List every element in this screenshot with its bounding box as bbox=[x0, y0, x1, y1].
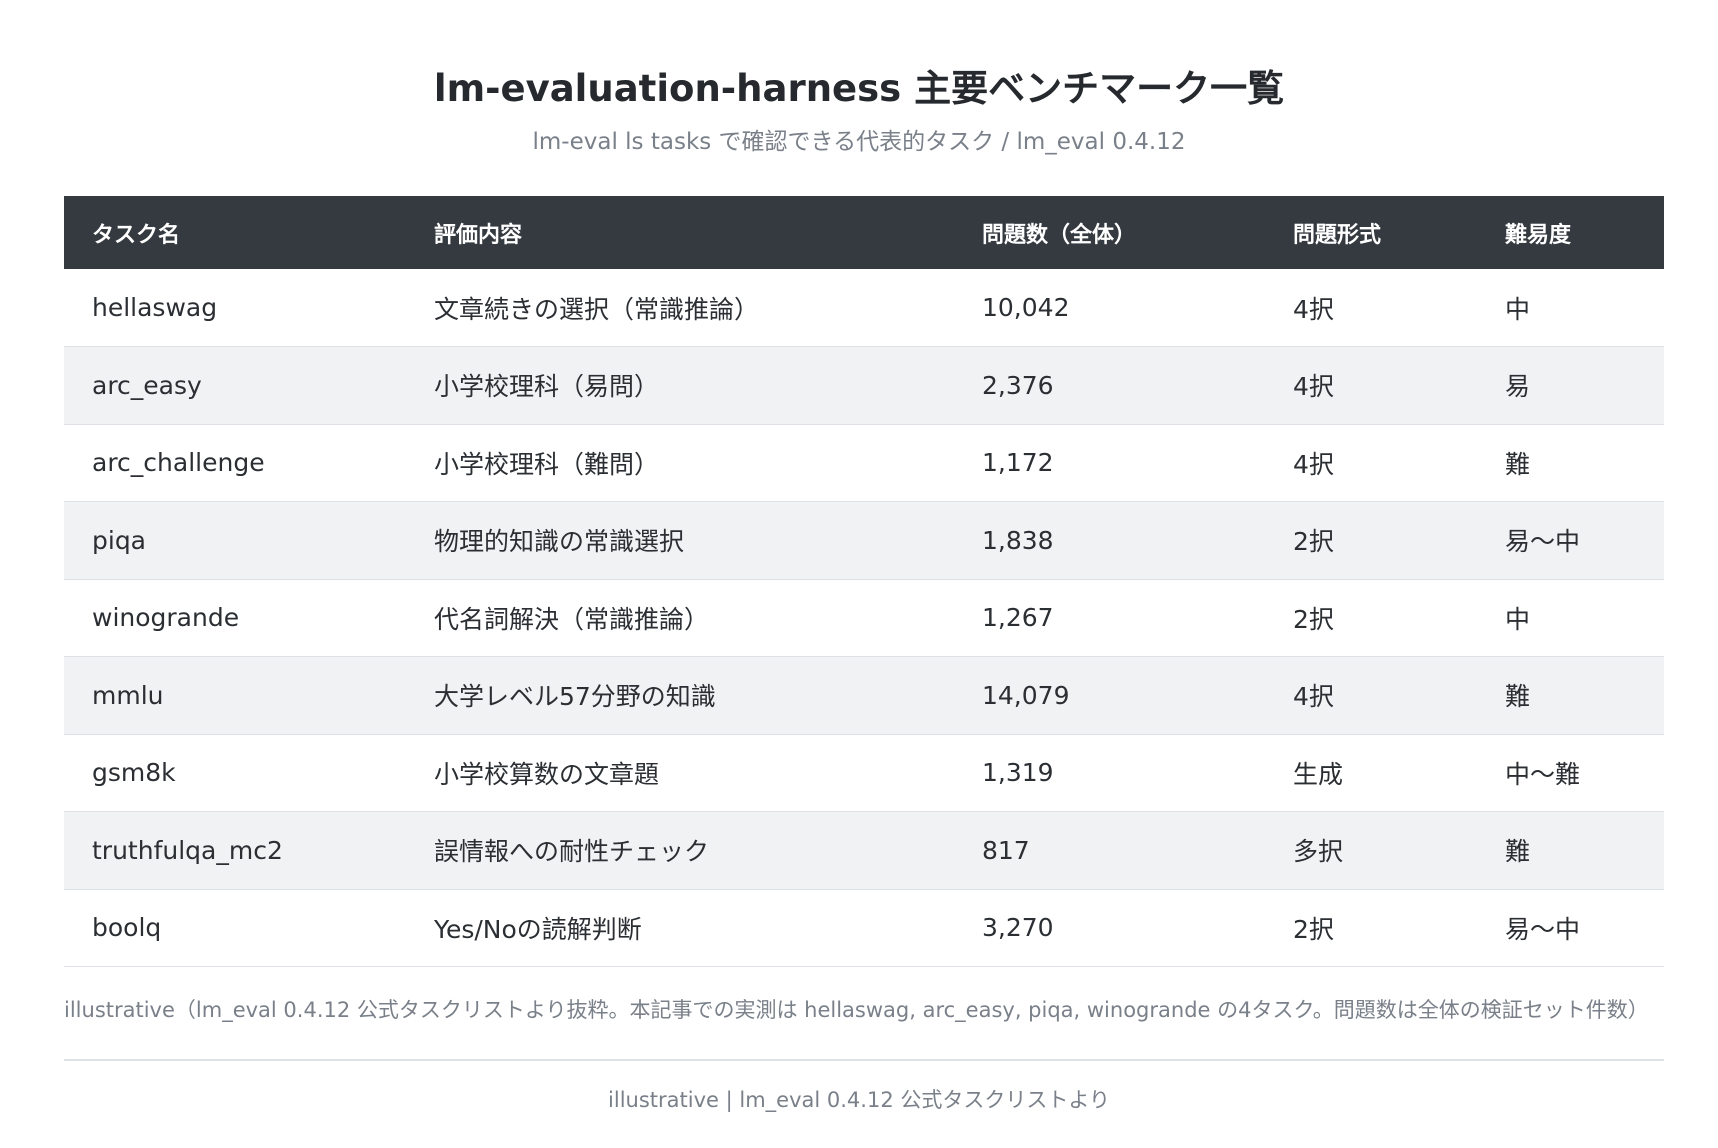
cell-description: 物理的知識の常識選択 bbox=[434, 527, 685, 557]
cell-count: 10,042 bbox=[982, 293, 1070, 322]
cell-format: 2択 bbox=[1293, 604, 1334, 634]
cell-count: 1,838 bbox=[982, 525, 1054, 555]
cell-task: mmlu bbox=[92, 680, 164, 710]
column-header-description: 評価内容 bbox=[434, 222, 523, 248]
page-subtitle: lm-eval ls tasks で確認できる代表的タスク / lm_eval … bbox=[532, 129, 1186, 155]
cell-description: 小学校理科（難問） bbox=[434, 449, 660, 479]
footer-divider bbox=[64, 1059, 1664, 1061]
cell-count: 817 bbox=[982, 835, 1030, 865]
cell-task: arc_easy bbox=[92, 370, 202, 400]
table-row: truthfulqa_mc2 誤情報への耐性チェック 817 多択 難 bbox=[64, 811, 1664, 889]
cell-format: 生成 bbox=[1293, 759, 1344, 789]
cell-description: 文章続きの選択（常識推論） bbox=[434, 294, 760, 324]
table-row: hellaswag 文章続きの選択（常識推論） 10,042 4択 中 bbox=[64, 269, 1664, 347]
cell-format: 4択 bbox=[1293, 294, 1334, 324]
cell-format: 2択 bbox=[1293, 527, 1334, 557]
cell-count: 1,319 bbox=[982, 758, 1054, 788]
benchmark-table-container: タスク名 評価内容 問題数（全体） 問題形式 難易度 hellaswag 文章続… bbox=[64, 196, 1664, 967]
cell-format: 4択 bbox=[1293, 682, 1334, 712]
cell-difficulty: 難 bbox=[1505, 682, 1531, 712]
cell-difficulty: 易〜中 bbox=[1505, 914, 1581, 944]
table-row: arc_easy 小学校理科（易問） 2,376 4択 易 bbox=[64, 346, 1664, 424]
cell-difficulty: 中 bbox=[1505, 604, 1531, 634]
table-row: gsm8k 小学校算数の文章題 1,319 生成 中〜難 bbox=[64, 734, 1664, 812]
cell-task: winogrande bbox=[92, 603, 240, 633]
cell-count: 1,267 bbox=[982, 603, 1054, 633]
table-row: mmlu 大学レベル57分野の知識 14,079 4択 難 bbox=[64, 656, 1664, 734]
table-body: hellaswag 文章続きの選択（常識推論） 10,042 4択 中 arc_… bbox=[64, 269, 1664, 967]
benchmark-table: タスク名 評価内容 問題数（全体） 問題形式 難易度 hellaswag 文章続… bbox=[64, 196, 1664, 967]
cell-description: Yes/Noの読解判断 bbox=[434, 914, 642, 944]
cell-description: 小学校算数の文章題 bbox=[434, 759, 660, 789]
table-row: arc_challenge 小学校理科（難問） 1,172 4択 難 bbox=[64, 424, 1664, 502]
footer-caption: illustrative | lm_eval 0.4.12 公式タスクリストより bbox=[608, 1088, 1110, 1112]
cell-difficulty: 難 bbox=[1505, 449, 1531, 479]
cell-format: 4択 bbox=[1293, 449, 1334, 479]
cell-difficulty: 易 bbox=[1505, 372, 1531, 402]
cell-task: boolq bbox=[92, 913, 162, 943]
cell-task: hellaswag bbox=[92, 293, 218, 322]
cell-task: truthfulqa_mc2 bbox=[92, 835, 283, 865]
table-note: illustrative（lm_eval 0.4.12 公式タスクリストより抜粋… bbox=[64, 998, 1649, 1022]
cell-count: 1,172 bbox=[982, 448, 1054, 478]
cell-difficulty: 易〜中 bbox=[1505, 527, 1581, 557]
cell-count: 14,079 bbox=[982, 680, 1070, 710]
cell-format: 多択 bbox=[1293, 837, 1344, 867]
column-header-count: 問題数（全体） bbox=[982, 222, 1137, 248]
cell-task: gsm8k bbox=[92, 758, 176, 788]
cell-description: 小学校理科（易問） bbox=[434, 372, 660, 402]
cell-format: 4択 bbox=[1293, 372, 1334, 402]
column-header-format: 問題形式 bbox=[1293, 222, 1382, 248]
cell-description: 誤情報への耐性チェック bbox=[434, 837, 710, 867]
cell-count: 2,376 bbox=[982, 370, 1054, 400]
column-header-difficulty: 難易度 bbox=[1505, 222, 1572, 248]
cell-difficulty: 難 bbox=[1505, 837, 1531, 867]
cell-count: 3,270 bbox=[982, 913, 1054, 943]
table-row: winogrande 代名詞解決（常識推論） 1,267 2択 中 bbox=[64, 579, 1664, 657]
cell-format: 2択 bbox=[1293, 914, 1334, 944]
cell-task: arc_challenge bbox=[92, 448, 265, 478]
page-title: lm-evaluation-harness 主要ベンチマーク一覧 bbox=[433, 67, 1285, 110]
table-row: boolq Yes/Noの読解判断 3,270 2択 易〜中 bbox=[64, 889, 1664, 967]
cell-difficulty: 中〜難 bbox=[1505, 759, 1581, 789]
cell-description: 大学レベル57分野の知識 bbox=[434, 682, 716, 712]
cell-difficulty: 中 bbox=[1505, 294, 1531, 324]
table-header-row: タスク名 評価内容 問題数（全体） 問題形式 難易度 bbox=[64, 196, 1664, 269]
cell-task: piqa bbox=[92, 525, 147, 555]
table-header: タスク名 評価内容 問題数（全体） 問題形式 難易度 bbox=[64, 196, 1664, 269]
column-header-task: タスク名 bbox=[92, 222, 181, 248]
table-row: piqa 物理的知識の常識選択 1,838 2択 易〜中 bbox=[64, 501, 1664, 579]
cell-description: 代名詞解決（常識推論） bbox=[434, 604, 710, 634]
